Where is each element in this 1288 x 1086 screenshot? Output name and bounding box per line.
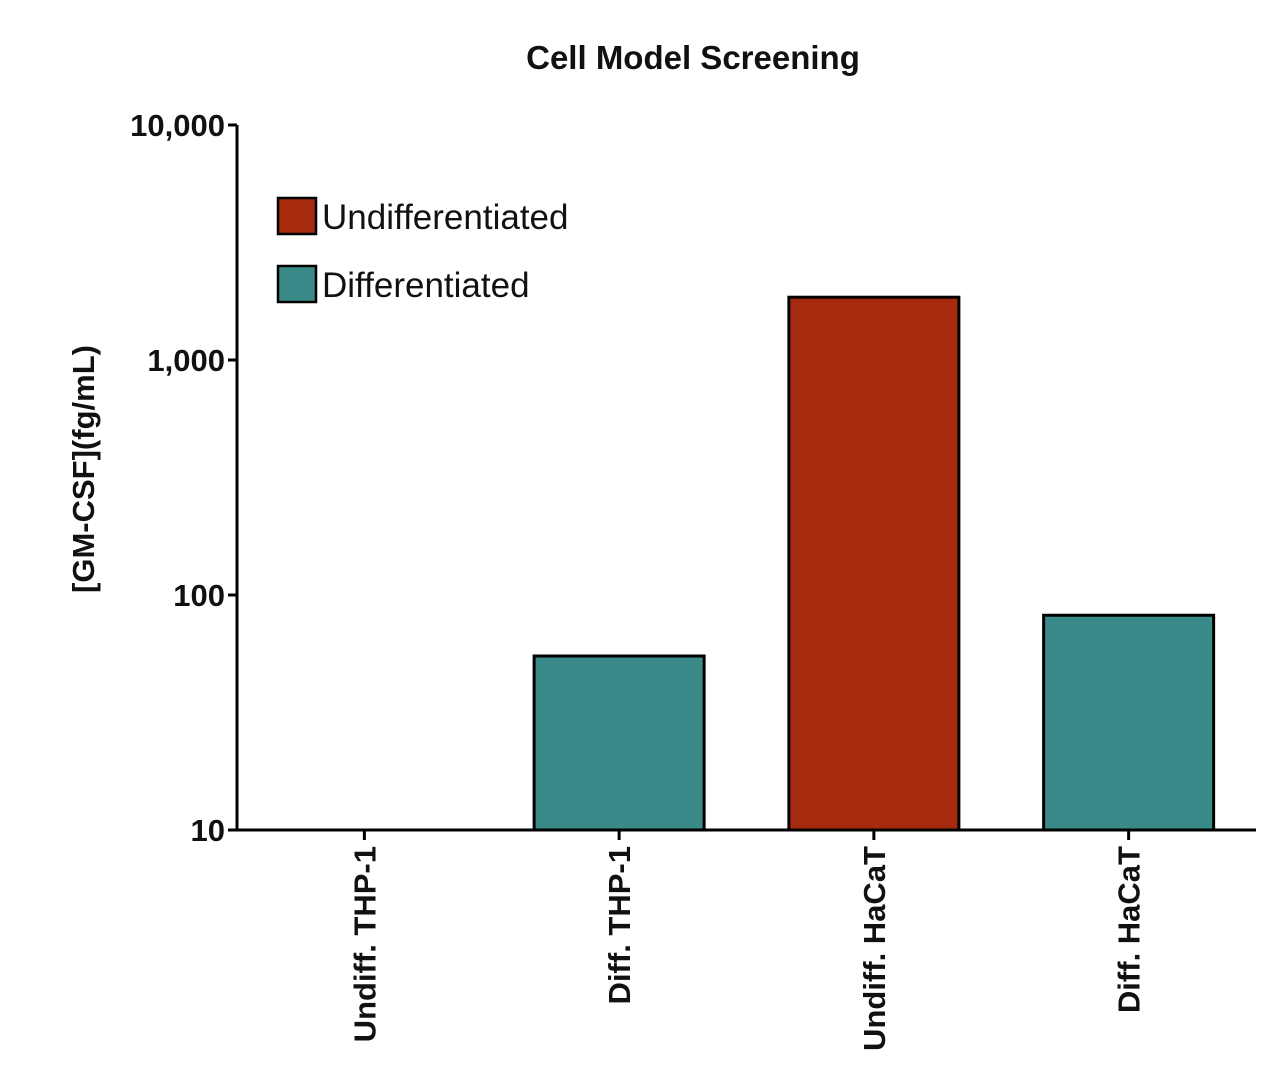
legend-label: Undifferentiated [322,198,568,237]
y-tick-label: 10,000 [130,108,225,143]
bars [532,295,1216,832]
x-tick-labels: Undiff. THP-1 Diff. THP-1 Undiff. HaCaT Dif… [347,830,1147,1051]
bar-diff-hacat [1042,613,1216,832]
legend-swatch [276,196,318,236]
y-axis-label: [GM-CSF](fg/mL) [66,345,101,593]
bar-diff-thp-1 [532,654,706,832]
bar-undiff-hacat [787,295,961,832]
y-tick-label: 1,000 [147,343,225,378]
chart-title: Cell Model Screening [526,39,860,76]
legend-swatch [276,264,318,304]
legend: Undifferentiated Differentiated [276,196,568,305]
y-tick-label: 100 [173,578,225,613]
y-tick-label: 10 [191,813,225,848]
x-tick-label: Undiff. HaCaT [857,846,892,1051]
x-tick-label: Undiff. THP-1 [347,846,382,1042]
legend-label: Differentiated [322,266,530,305]
y-tick-labels: 10 100 1,000 10,000 [130,108,237,848]
x-tick-label: Diff. THP-1 [602,846,637,1004]
x-tick-label: Diff. HaCaT [1112,846,1147,1013]
